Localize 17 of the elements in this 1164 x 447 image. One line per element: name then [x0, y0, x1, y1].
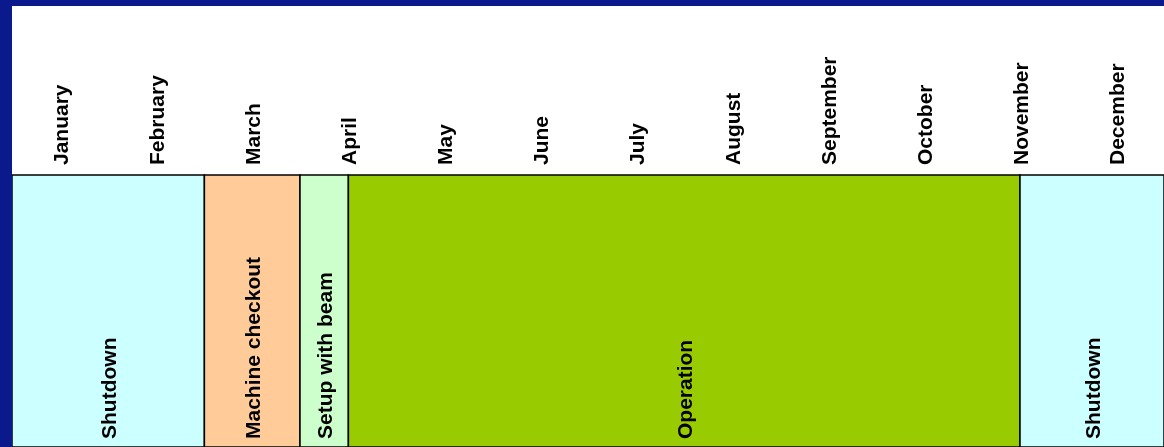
series-label: Shutdown	[97, 337, 121, 439]
series-label: Machine checkout	[241, 256, 265, 439]
text: December	[1105, 63, 1128, 165]
text: August	[721, 92, 744, 165]
text: June	[529, 115, 552, 165]
text: November	[1009, 62, 1032, 165]
text: July	[625, 122, 648, 165]
text: February	[145, 74, 168, 165]
series-label: Setup with beam	[313, 272, 337, 439]
text: May	[433, 123, 456, 165]
text: April	[337, 117, 360, 165]
series-label: Shutdown	[1081, 337, 1104, 439]
text: January	[49, 84, 72, 165]
text: October	[913, 84, 936, 165]
text: March	[241, 103, 264, 165]
text: September	[817, 56, 840, 165]
series-label: Operation	[673, 339, 697, 439]
